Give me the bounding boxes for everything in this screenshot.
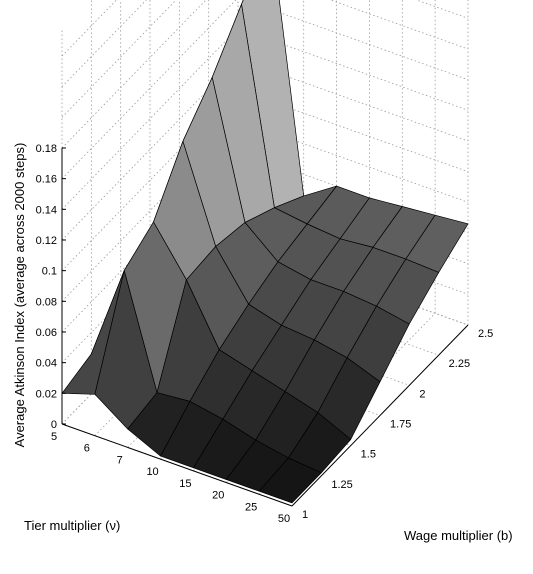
z-tick-label: 0.1 (42, 266, 57, 278)
y-tick-label: 2.5 (478, 328, 493, 340)
axis-layer: 0 0.02 0.04 0.06 0.08 0.1 0.12 0.14 0.16 0.18 5 6 7 1… (36, 143, 494, 525)
y-tick-label: 2.25 (449, 358, 470, 370)
x-tick-label: 15 (179, 478, 191, 490)
z-tick-label: 0.06 (36, 327, 57, 339)
x-tick-label: 20 (212, 490, 224, 502)
x-axis-line (61, 423, 293, 507)
y-tick-label: 1 (302, 509, 308, 521)
z-tick-label: 0.02 (36, 388, 57, 400)
grid-line (61, 0, 469, 179)
surface-face (258, 457, 322, 504)
x-tick-label: 25 (245, 501, 257, 513)
z-tick-label: 0.08 (36, 296, 57, 308)
y-tick-label: 2 (419, 388, 425, 400)
z-tick-label: 0.12 (36, 235, 57, 247)
x-axis-label: Tier multiplier (ν) (24, 518, 120, 533)
x-tick-label: 7 (117, 454, 123, 466)
z-tick-label: 0 (51, 419, 57, 431)
grid-line (61, 0, 147, 87)
z-tick-label: 0.14 (36, 204, 57, 216)
z-tick-label: 0.18 (36, 143, 57, 155)
x-tick-label: 6 (84, 443, 90, 455)
y-tick-label: 1.75 (390, 419, 411, 431)
z-tick-label: 0.04 (36, 358, 57, 370)
x-tick-label: 5 (51, 431, 57, 443)
x-tick-label: 10 (146, 466, 158, 478)
y-tick-label: 1.5 (361, 449, 376, 461)
z-tick-label: 0.16 (36, 174, 57, 186)
z-axis-label: Average Atkinson Index (average across 2… (12, 143, 27, 448)
y-axis-label: Wage multiplier (b) (404, 528, 513, 543)
y-axis-line (291, 324, 469, 507)
surface-layer (61, 0, 469, 504)
x-tick-label: 50 (278, 513, 290, 525)
y-tick-label: 1.25 (331, 479, 352, 491)
grid-line (61, 0, 469, 149)
grid-line (61, 0, 469, 118)
